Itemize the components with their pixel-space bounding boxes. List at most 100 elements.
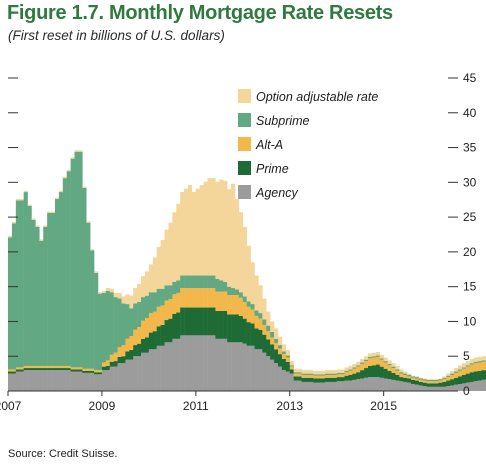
bar-option-adjustable-rate-79 [317, 370, 322, 375]
bar-alt-a-59 [238, 297, 244, 316]
bar-agency-99 [395, 380, 400, 391]
bar-prime-86 [344, 375, 349, 381]
bar-option-adjustable-rate-94 [375, 352, 380, 356]
bar-option-adjustable-rate-69 [278, 336, 283, 346]
bar-prime-61 [246, 322, 251, 346]
bar-prime-36 [148, 332, 154, 350]
bar-alt-a-19 [82, 368, 87, 371]
bar-alt-a-65 [262, 324, 267, 335]
bar-subprime-111 [442, 377, 447, 380]
bar-agency-52 [211, 335, 216, 391]
bar-prime-7 [35, 368, 40, 371]
bar-alt-a-29 [121, 345, 126, 357]
bar-option-adjustable-rate-55 [223, 180, 228, 282]
bar-alt-a-4 [23, 365, 28, 369]
bar-option-adjustable-rate-71 [285, 349, 290, 356]
bar-prime-54 [219, 311, 224, 339]
y-tick-label: 35 [463, 141, 477, 155]
bar-subprime-26 [109, 292, 114, 355]
bar-subprime-77 [309, 373, 314, 375]
bar-subprime-81 [324, 373, 330, 375]
bar-alt-a-35 [144, 317, 150, 338]
bar-agency-40 [164, 342, 169, 391]
bar-subprime-114 [454, 371, 459, 373]
bar-prime-119 [473, 371, 478, 382]
bar-option-adjustable-rate-111 [442, 376, 447, 378]
bar-subprime-44 [180, 275, 185, 289]
bar-option-adjustable-rate-90 [360, 359, 365, 363]
bar-agency-4 [23, 370, 28, 391]
bar-agency-12 [54, 370, 60, 391]
bar-option-adjustable-rate-6 [31, 218, 36, 220]
bar-option-adjustable-rate-43 [176, 203, 181, 281]
bar-subprime-67 [270, 331, 275, 338]
bar-subprime-32 [133, 303, 138, 330]
bar-prime-42 [172, 313, 177, 339]
bar-subprime-27 [113, 297, 118, 353]
bar-subprime-94 [375, 355, 380, 357]
bar-option-adjustable-rate-12 [54, 197, 60, 200]
bar-alt-a-34 [141, 320, 146, 339]
bar-option-adjustable-rate-13 [58, 190, 64, 193]
bar-prime-18 [78, 369, 83, 372]
bar-alt-a-2 [15, 367, 20, 370]
bar-subprime-6 [31, 219, 36, 366]
x-tick-label: 2009 [89, 399, 116, 413]
bar-agency-19 [82, 372, 87, 391]
bar-agency-8 [39, 370, 44, 391]
bar-subprime-120 [477, 361, 482, 363]
y-tick-label: 0 [463, 384, 470, 398]
bar-alt-a-13 [58, 365, 64, 369]
bar-alt-a-105 [418, 379, 424, 382]
bar-prime-76 [305, 377, 310, 382]
bar-agency-97 [387, 379, 392, 391]
bar-prime-121 [481, 370, 486, 380]
bar-alt-a-72 [289, 366, 294, 370]
bar-alt-a-41 [168, 299, 173, 319]
bar-option-adjustable-rate-3 [19, 199, 24, 201]
bar-alt-a-27 [113, 352, 118, 362]
bar-option-adjustable-rate-1 [11, 221, 17, 224]
bar-agency-80 [321, 382, 326, 391]
bar-alt-a-36 [148, 313, 154, 333]
x-tick-label: 2015 [370, 399, 397, 413]
bar-alt-a-40 [164, 300, 169, 321]
bar-alt-a-57 [231, 295, 236, 315]
bar-subprime-46 [188, 275, 193, 289]
bar-subprime-75 [301, 373, 306, 375]
bar-subprime-62 [250, 304, 255, 310]
bar-prime-103 [411, 379, 416, 385]
bar-agency-34 [141, 352, 146, 391]
bar-option-adjustable-rate-61 [246, 245, 251, 302]
bar-prime-10 [47, 368, 52, 371]
bar-prime-22 [94, 372, 99, 375]
bar-option-adjustable-rate-119 [473, 357, 478, 362]
bar-alt-a-111 [442, 379, 447, 382]
bar-alt-a-88 [352, 368, 357, 374]
bar-alt-a-115 [458, 370, 463, 377]
bar-agency-88 [352, 379, 357, 391]
bar-option-adjustable-rate-73 [293, 368, 298, 373]
bar-prime-41 [168, 318, 173, 343]
bar-option-adjustable-rate-41 [168, 222, 173, 286]
bar-prime-66 [266, 339, 271, 357]
bar-option-adjustable-rate-117 [465, 361, 470, 366]
bar-agency-35 [144, 352, 150, 391]
y-tick-label: 30 [463, 175, 477, 189]
bar-agency-29 [121, 363, 126, 391]
bar-option-adjustable-rate-84 [336, 369, 341, 373]
bar-prime-117 [465, 373, 470, 383]
bar-subprime-86 [344, 370, 349, 373]
legend-swatch-option-adjustable-rate [238, 89, 251, 103]
bar-prime-1 [11, 371, 17, 374]
y-tick-label: 5 [463, 349, 470, 363]
bar-option-adjustable-rate-103 [411, 375, 416, 377]
bar-alt-a-100 [399, 373, 404, 378]
bar-option-adjustable-rate-83 [332, 370, 337, 374]
bar-prime-17 [74, 369, 79, 372]
bar-option-adjustable-rate-50 [203, 181, 208, 276]
bar-agency-89 [356, 379, 361, 391]
y-tick-label: 20 [463, 245, 477, 259]
bar-prime-55 [223, 311, 228, 339]
bar-agency-103 [411, 384, 416, 391]
